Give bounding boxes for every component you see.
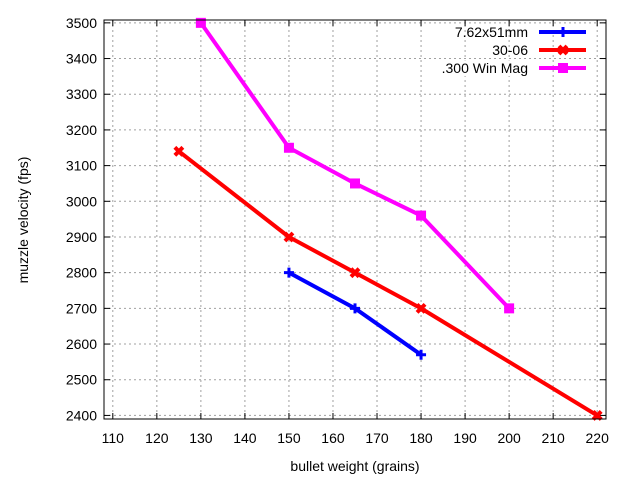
y-tick-label: 2600 bbox=[66, 336, 97, 352]
y-tick-label: 2900 bbox=[66, 229, 97, 245]
y-axis-label: muzzle velocity (fps) bbox=[15, 157, 31, 284]
data-point-square bbox=[195, 17, 206, 28]
legend-label: 30-06 bbox=[492, 42, 528, 58]
data-point-plus bbox=[350, 303, 360, 314]
x-tick-label: 120 bbox=[145, 430, 169, 446]
legend: 7.62x51mm 30-06 .300 Win Mag bbox=[439, 24, 586, 79]
data-point-cross bbox=[173, 145, 185, 157]
data-point-cross bbox=[591, 410, 603, 421]
data-point-square bbox=[558, 63, 568, 73]
data-point-cross bbox=[415, 302, 427, 314]
grid bbox=[104, 20, 606, 419]
series bbox=[173, 17, 603, 421]
data-point-square bbox=[416, 210, 427, 221]
data-point-cross bbox=[349, 267, 361, 279]
series-line bbox=[287, 270, 423, 357]
y-tick-label: 2400 bbox=[66, 407, 97, 423]
x-tick-label: 140 bbox=[233, 430, 257, 446]
y-tick-label: 3200 bbox=[66, 122, 97, 138]
data-point-square bbox=[504, 303, 515, 314]
data-point-cross bbox=[557, 44, 569, 56]
x-tick-label: 150 bbox=[277, 430, 301, 446]
x-tick-label: 130 bbox=[189, 430, 213, 446]
data-point-plus bbox=[283, 267, 294, 278]
data-point-square bbox=[350, 178, 360, 189]
x-tick-label: 180 bbox=[409, 430, 433, 446]
legend-label: 7.62x51mm bbox=[455, 24, 528, 40]
series-2 bbox=[195, 17, 515, 314]
y-tick-label: 2700 bbox=[66, 300, 97, 316]
y-tick-label: 3100 bbox=[66, 158, 97, 174]
y-tick-label: 2800 bbox=[66, 265, 97, 281]
y-tick-label: 3000 bbox=[66, 193, 97, 209]
x-tick-label: 210 bbox=[541, 430, 565, 446]
x-tick-label: 170 bbox=[365, 430, 389, 446]
legend-label: .300 Win Mag bbox=[442, 60, 528, 76]
y-tick-label: 2500 bbox=[66, 372, 97, 388]
y-tick-label: 3400 bbox=[66, 51, 97, 67]
x-tick-label: 160 bbox=[321, 430, 345, 446]
series-0 bbox=[283, 267, 427, 360]
x-tick-label: 200 bbox=[497, 430, 521, 446]
data-point-plus bbox=[416, 349, 427, 360]
x-tick-label: 220 bbox=[586, 430, 610, 446]
x-tick-label: 110 bbox=[102, 430, 125, 446]
series-line bbox=[177, 149, 599, 418]
series-1 bbox=[173, 145, 603, 421]
y-tick-label: 3500 bbox=[66, 15, 97, 31]
ticks: 110 120 130 140 150 160 170 180 190 200 210 220 2400… bbox=[66, 15, 609, 446]
x-tick-label: 190 bbox=[453, 430, 477, 446]
x-axis-label: bullet weight (grains) bbox=[290, 458, 419, 474]
data-point-square bbox=[283, 142, 294, 153]
y-tick-label: 3300 bbox=[66, 86, 97, 102]
data-point-cross bbox=[283, 231, 295, 243]
data-point-plus bbox=[558, 27, 568, 37]
plot-frame bbox=[103, 19, 607, 420]
